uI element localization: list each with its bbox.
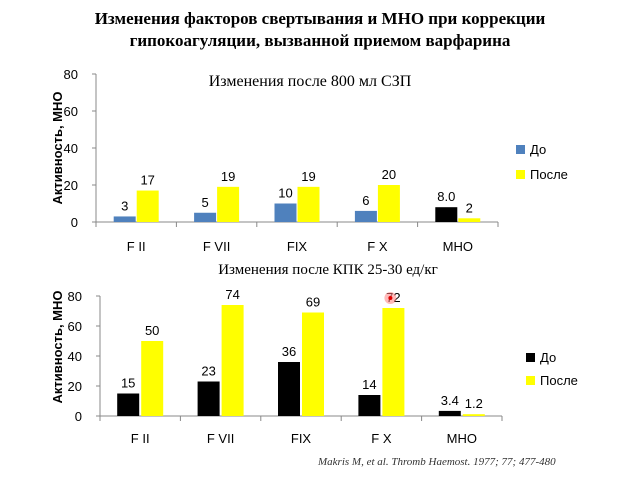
bar-after bbox=[217, 186, 240, 222]
data-label: 69 bbox=[306, 295, 320, 310]
x-tick-label: F II bbox=[131, 431, 150, 446]
citation: Makris M, et al. Thromb Haemost. 1977; 7… bbox=[318, 456, 556, 468]
bar-after bbox=[377, 185, 400, 222]
data-label: 50 bbox=[145, 323, 159, 338]
plot-area: 0 20 40 60 80 F II 3 17 F VII 5 19 FIX 10 19 F X 6 20 МНО… bbox=[64, 67, 499, 254]
x-tick-label: F VII bbox=[207, 431, 234, 446]
bar-before bbox=[354, 210, 377, 222]
data-label: 6 bbox=[362, 193, 369, 208]
y-tick-label: 0 bbox=[75, 409, 82, 424]
data-label: 2 bbox=[466, 200, 473, 215]
bar-after bbox=[141, 341, 164, 416]
chart-title: Изменения после 800 мл СЗП bbox=[209, 73, 412, 90]
bar-before bbox=[438, 410, 461, 416]
y-tick-label: 0 bbox=[71, 215, 78, 230]
bar-after bbox=[462, 414, 485, 416]
bar-before bbox=[274, 203, 297, 222]
x-tick-label: F X bbox=[371, 431, 392, 446]
cursor-dot bbox=[388, 296, 393, 300]
bar-before bbox=[117, 393, 140, 416]
x-tick-label: F II bbox=[127, 239, 146, 254]
legend-label-after: После bbox=[530, 167, 568, 182]
bar-before bbox=[435, 207, 458, 222]
y-tick-label: 20 bbox=[64, 178, 78, 193]
legend-swatch-after bbox=[516, 170, 525, 179]
chart-pcc: Изменения после КПК 25-30 ед/кг Активнос… bbox=[50, 262, 578, 446]
bar-before bbox=[194, 212, 217, 222]
data-label: 3 bbox=[121, 198, 128, 213]
bar-after bbox=[221, 305, 244, 416]
x-tick-label: FIX bbox=[287, 239, 308, 254]
y-tick-label: 60 bbox=[68, 319, 82, 334]
y-tick-label: 80 bbox=[64, 67, 78, 82]
data-label: 74 bbox=[225, 287, 239, 302]
data-label: 8.0 bbox=[437, 189, 455, 204]
x-tick-label: FIX bbox=[291, 431, 312, 446]
data-label: 20 bbox=[382, 167, 396, 182]
data-label: 10 bbox=[278, 186, 292, 201]
legend: До После bbox=[516, 142, 568, 182]
data-label: 17 bbox=[140, 173, 154, 188]
data-label: 19 bbox=[221, 169, 235, 184]
legend-swatch-before bbox=[516, 145, 525, 154]
data-label: 5 bbox=[201, 195, 208, 210]
y-axis-label: Активность, МНО bbox=[50, 290, 65, 403]
data-label: 19 bbox=[301, 169, 315, 184]
bar-before bbox=[197, 381, 220, 416]
data-label: 23 bbox=[201, 364, 215, 379]
x-tick-label: МНО bbox=[443, 239, 473, 254]
data-label: 14 bbox=[362, 377, 376, 392]
legend-label-before: До bbox=[530, 142, 546, 157]
bar-before bbox=[358, 395, 381, 416]
data-label: 36 bbox=[282, 344, 296, 359]
slide-title: Изменения факторов свертывания и МНО при… bbox=[40, 8, 600, 52]
legend-swatch-after bbox=[526, 376, 535, 385]
y-tick-label: 60 bbox=[64, 104, 78, 119]
y-axis-label: Активность, МНО bbox=[50, 91, 65, 204]
bar-before bbox=[113, 216, 136, 222]
bar-before bbox=[278, 362, 300, 416]
y-tick-label: 40 bbox=[68, 349, 82, 364]
data-label: 1.2 bbox=[465, 396, 483, 411]
data-label: 15 bbox=[121, 376, 135, 391]
y-tick-label: 40 bbox=[64, 141, 78, 156]
bar-after bbox=[382, 308, 405, 416]
chart-title: Изменения после КПК 25-30 ед/кг bbox=[218, 262, 438, 278]
legend: До После bbox=[526, 350, 578, 388]
bar-after bbox=[302, 312, 324, 416]
y-tick-label: 80 bbox=[68, 289, 82, 304]
bar-after bbox=[136, 190, 159, 222]
slide-title-line-1: Изменения факторов свертывания и МНО при… bbox=[94, 9, 546, 28]
slide-title-line-2: гипокоагуляции, вызванной приемом варфар… bbox=[129, 31, 511, 50]
bar-after bbox=[297, 186, 320, 222]
data-label: 3.4 bbox=[441, 393, 459, 408]
x-tick-label: МНО bbox=[447, 431, 477, 446]
chart-ffp: Изменения после 800 мл СЗП Активность, М… bbox=[50, 67, 568, 254]
legend-swatch-before bbox=[526, 353, 535, 362]
y-tick-label: 20 bbox=[68, 379, 82, 394]
legend-label-before: До bbox=[540, 350, 556, 365]
legend-label-after: После bbox=[540, 373, 578, 388]
x-tick-label: F X bbox=[367, 239, 388, 254]
x-tick-label: F VII bbox=[203, 239, 230, 254]
bar-after bbox=[458, 218, 481, 222]
